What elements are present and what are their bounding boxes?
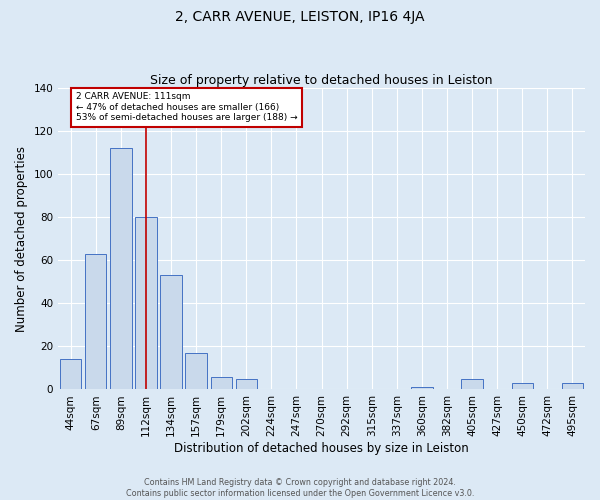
Bar [85,254,106,390]
Bar [236,378,257,390]
Text: 2, CARR AVENUE, LEISTON, IP16 4JA: 2, CARR AVENUE, LEISTON, IP16 4JA [175,10,425,24]
Bar [411,388,433,390]
X-axis label: Distribution of detached houses by size in Leiston: Distribution of detached houses by size … [174,442,469,455]
Bar [211,376,232,390]
Bar [110,148,131,390]
Bar [562,383,583,390]
Bar [185,353,207,390]
Bar [512,383,533,390]
Bar [461,378,483,390]
Bar [60,360,82,390]
Bar [136,218,157,390]
Y-axis label: Number of detached properties: Number of detached properties [15,146,28,332]
Title: Size of property relative to detached houses in Leiston: Size of property relative to detached ho… [151,74,493,87]
Bar [160,276,182,390]
Text: 2 CARR AVENUE: 111sqm
← 47% of detached houses are smaller (166)
53% of semi-det: 2 CARR AVENUE: 111sqm ← 47% of detached … [76,92,298,122]
Text: Contains HM Land Registry data © Crown copyright and database right 2024.
Contai: Contains HM Land Registry data © Crown c… [126,478,474,498]
